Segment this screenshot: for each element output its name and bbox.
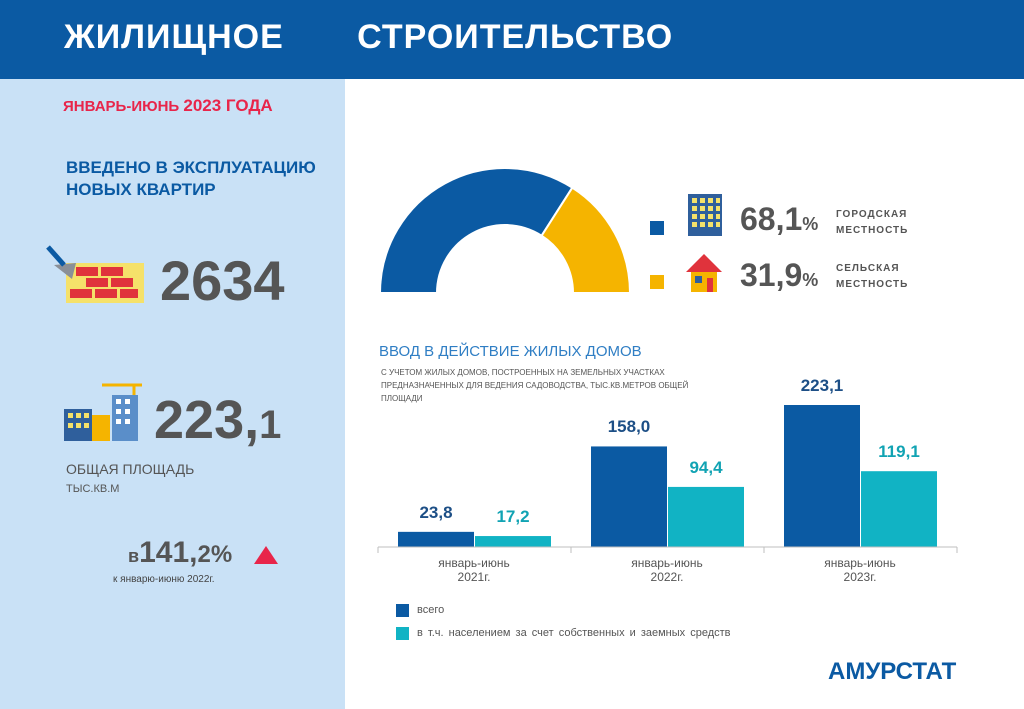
legend-urban-swatch: [650, 221, 664, 235]
bar-chart-note: С УЧЕТОМ ЖИЛЫХ ДОМОВ, ПОСТРОЕННЫХ НА ЗЕМ…: [381, 368, 689, 403]
house-icon: [686, 254, 722, 292]
bar-label-2021-population: 17,2: [496, 507, 530, 527]
rural-label: СЕЛЬСКАЯ МЕСТНОСТЬ: [836, 261, 908, 293]
rural-percent: 31,9%: [740, 257, 818, 294]
bar-chart-title: ВВОД В ДЕЙСТВИЕ ЖИЛЫХ ДОМОВ: [379, 343, 642, 360]
bar-label-2022-total: 158,0: [607, 417, 651, 437]
period-year: 2023 ГОДА: [183, 96, 273, 115]
rural-sign: %: [802, 270, 819, 290]
bar-label-2023-total: 223,1: [800, 376, 844, 395]
donut-slice-rural: [540, 186, 632, 294]
category-label-2023-line2: 2023г.: [843, 570, 877, 584]
category-label-2022-line1: январь-июнь: [631, 556, 703, 570]
growth-prefix: в: [128, 546, 140, 566]
rural-label-line1: СЕЛЬСКАЯ: [836, 263, 900, 274]
bricks-trowel-icon: [46, 245, 144, 303]
category-label-2023: январь-июнь 2023г.: [780, 556, 940, 584]
period-prefix: ЯНВАРЬ-ИЮНЬ: [63, 98, 180, 115]
category-label-2023-line1: январь-июнь: [824, 556, 896, 570]
apartment-building-icon: [688, 194, 722, 236]
donut-chart: [378, 167, 632, 294]
legend-population-label: в т.ч. населением за счет собственных и …: [417, 627, 731, 639]
category-label-2021-line2: 2021г.: [457, 570, 491, 584]
urban-label: ГОРОДСКАЯ МЕСТНОСТЬ: [836, 207, 908, 239]
bar-2021-population: [475, 536, 551, 547]
header-bar: ЖИЛИЩНОЕ СТРОИТЕЛЬСТВО: [0, 0, 1024, 79]
building-crane-icon: [64, 383, 142, 441]
legend-total-swatch: [396, 604, 409, 617]
urban-label-line2: МЕСТНОСТЬ: [836, 225, 909, 236]
category-label-2021: январь-июнь 2021г.: [394, 556, 554, 584]
page-title: ЖИЛИЩНОЕ СТРОИТЕЛЬСТВО: [64, 18, 674, 56]
urban-percent: 68,1%: [740, 201, 818, 238]
bar-2023-population: [861, 471, 937, 547]
urban-label-line1: ГОРОДСКАЯ: [836, 209, 908, 220]
brand-logo-text: АМУРСТАТ: [828, 658, 957, 685]
bar-label-2023-population: 119,1: [878, 442, 920, 462]
growth-int: 141,: [139, 536, 198, 569]
period-label: ЯНВАРЬ-ИЮНЬ 2023 ГОДА: [63, 96, 273, 116]
bar-2023-total: [784, 405, 860, 547]
urban-sign: %: [802, 214, 819, 234]
bar-2022-population: [668, 486, 744, 547]
donut-slice-urban: [378, 167, 574, 294]
growth-dec: 2%: [197, 541, 233, 568]
sidebar-panel: [0, 79, 345, 709]
legend-rural-swatch: [650, 275, 664, 289]
bar-label-2022-population: 94,4: [689, 457, 723, 477]
growth-value: в141,2%: [128, 536, 232, 570]
new-flats-label: ВВЕДЕНО В ЭКСПЛУАТАЦИЮ НОВЫХ КВАРТИР: [66, 158, 316, 199]
category-label-2021-line1: январь-июнь: [438, 556, 510, 570]
category-label-2022-line2: 2022г.: [650, 570, 684, 584]
total-area-label: ОБЩАЯ ПЛОЩАДЬ: [66, 461, 195, 477]
bar-2022-total: [591, 446, 667, 547]
bar-label-2021-total: 23,8: [419, 502, 453, 522]
growth-note: к январю-июню 2022г.: [113, 574, 215, 585]
legend-population-swatch: [396, 627, 409, 640]
total-area-dec: 1: [259, 403, 282, 447]
bar-2021-total: [398, 531, 474, 547]
new-flats-value: 2634: [160, 249, 285, 312]
total-area-unit: ТЫС.КВ.М: [66, 483, 120, 495]
legend-total-label: всего: [417, 604, 445, 616]
category-label-2022: январь-июнь 2022г.: [587, 556, 747, 584]
urban-value: 68,1: [740, 201, 803, 237]
total-area-int: 223,: [154, 390, 260, 450]
rural-value: 31,9: [740, 257, 803, 293]
growth-up-icon: [254, 546, 278, 564]
total-area-value: 223,1: [154, 389, 281, 451]
rural-label-line2: МЕСТНОСТЬ: [836, 279, 909, 290]
